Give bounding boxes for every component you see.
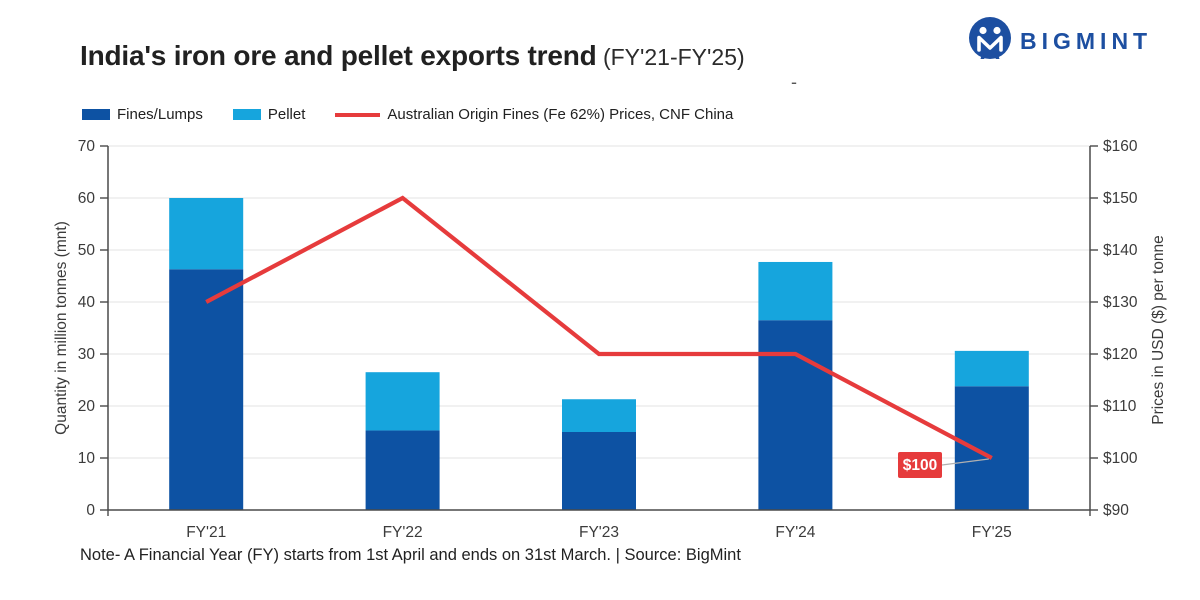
left-axis-tick-label: 30 bbox=[78, 346, 96, 363]
bigmint-logo-icon bbox=[969, 17, 1011, 59]
price-line bbox=[205, 195, 993, 460]
legend-item-pellet: Pellet bbox=[232, 106, 306, 123]
bar-fines-lumps-fy23 bbox=[562, 432, 636, 510]
bar-fines-lumps-fy21 bbox=[169, 269, 244, 510]
right-axis-tick-label: $110 bbox=[1103, 398, 1137, 415]
x-axis-label: FY'24 bbox=[775, 524, 815, 541]
right-axis-tick-label: $160 bbox=[1103, 138, 1138, 155]
pellet-swatch bbox=[232, 109, 261, 120]
bar-pellet-fy22 bbox=[365, 372, 440, 431]
brand-logo: BIGMINT bbox=[968, 16, 1152, 66]
left-axis-tick-label: 0 bbox=[86, 502, 95, 519]
legend-label: Pellet bbox=[267, 106, 306, 123]
left-axis-tick-label: 40 bbox=[78, 294, 96, 311]
legend-label: Fines/Lumps bbox=[117, 106, 203, 123]
left-axis-tick-label: 10 bbox=[78, 450, 96, 467]
x-axis-label: FY'23 bbox=[579, 524, 619, 541]
chart-title: India's iron ore and pellet exports tren… bbox=[80, 40, 597, 71]
legend-item-price-line: Australian Origin Fines (Fe 62%) Prices,… bbox=[335, 106, 733, 123]
right-axis-tick-label: $130 bbox=[1103, 294, 1138, 311]
annotation-badge bbox=[898, 452, 942, 478]
chart-legend: Fines/Lumps Pellet Australian Origin Fin… bbox=[82, 106, 733, 123]
x-axis-label: FY'22 bbox=[383, 524, 423, 541]
bar-fines-lumps-fy24 bbox=[758, 320, 833, 510]
left-axis-tick-label: 60 bbox=[78, 190, 96, 207]
annotation-leader-line bbox=[941, 458, 989, 466]
right-axis-tick-label: $120 bbox=[1103, 346, 1138, 363]
bar-pellet-fy24 bbox=[758, 261, 833, 321]
right-axis-tick-label: $100 bbox=[1103, 450, 1138, 467]
bar-fines-lumps-fy25 bbox=[954, 386, 1029, 510]
annotation-label: $100 bbox=[903, 457, 937, 474]
right-axis-tick-label: $140 bbox=[1103, 242, 1138, 259]
left-axis-title: Quantity in million tonnes (mnt) bbox=[53, 221, 70, 435]
left-axis-tick-label: 70 bbox=[78, 138, 96, 155]
brand-name: BIGMINT bbox=[1020, 27, 1153, 54]
stray-dash: - bbox=[791, 72, 797, 92]
x-axis-label: FY'21 bbox=[186, 524, 226, 541]
bar-pellet-fy23 bbox=[562, 399, 636, 432]
right-axis-tick-label: $90 bbox=[1103, 502, 1129, 519]
fines-lumps-swatch bbox=[82, 109, 110, 120]
left-axis-tick-label: 20 bbox=[78, 398, 96, 415]
bar-fines-lumps-fy22 bbox=[365, 430, 440, 510]
legend-item-fines-lumps: Fines/Lumps bbox=[82, 106, 203, 123]
right-axis-tick-label: $150 bbox=[1103, 190, 1138, 207]
chart-title-suffix: (FY'21-FY'25) bbox=[596, 44, 745, 70]
price-line-swatch bbox=[335, 112, 381, 117]
right-axis-title: Prices in USD ($) per tonne bbox=[1150, 235, 1167, 425]
left-axis-tick-label: 50 bbox=[78, 242, 96, 259]
page-title: India's iron ore and pellet exports tren… bbox=[80, 40, 745, 72]
legend-label: Australian Origin Fines (Fe 62%) Prices,… bbox=[387, 106, 734, 123]
footer-note: Note- A Financial Year (FY) starts from … bbox=[80, 546, 741, 564]
x-axis-label: FY'25 bbox=[972, 524, 1012, 541]
bar-pellet-fy21 bbox=[169, 198, 244, 270]
bar-pellet-fy25 bbox=[954, 350, 1029, 387]
